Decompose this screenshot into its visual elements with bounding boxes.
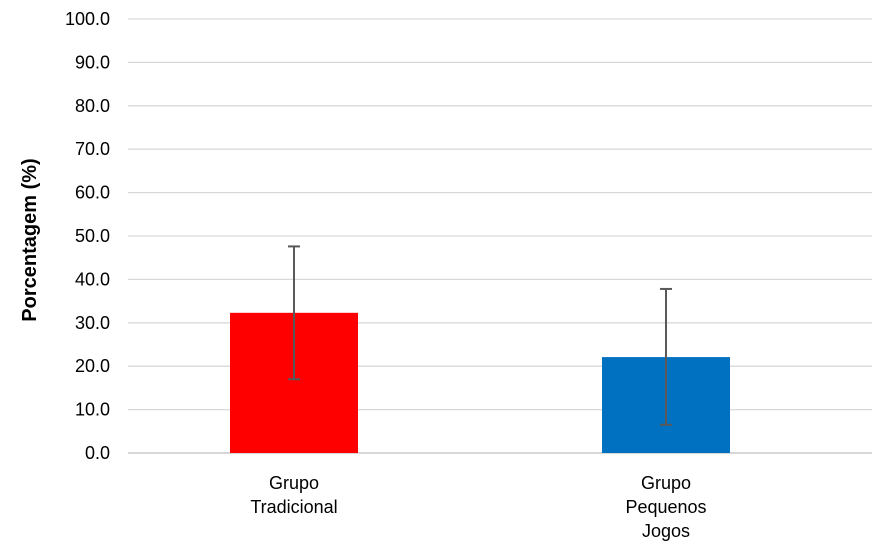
bars [230,312,730,453]
x-category-label: Jogos [642,521,690,541]
x-category-label: Grupo [269,473,319,493]
y-tick-label: 10.0 [75,400,110,420]
y-tick-label: 30.0 [75,313,110,333]
y-tick-label: 90.0 [75,52,110,72]
y-tick-label: 60.0 [75,183,110,203]
y-tick-label: 0.0 [85,443,110,463]
x-axis-category-labels: Grupo Tradicional Grupo Pequenos Jogos [250,473,706,541]
error-bars [288,245,672,426]
y-tick-label: 20.0 [75,356,110,376]
x-category-label: Pequenos [625,497,706,517]
y-tick-label: 50.0 [75,226,110,246]
y-tick-label: 100.0 [65,9,110,29]
x-category-label: Tradicional [250,497,337,517]
y-axis-title: Porcentagem (%) [19,158,41,321]
y-tick-label: 70.0 [75,139,110,159]
x-category-label: Grupo [641,473,691,493]
y-tick-label: 80.0 [75,96,110,116]
y-axis-tick-labels: 0.0 10.0 20.0 30.0 40.0 50.0 60.0 70.0 80.0 90.0 1… [65,9,110,463]
y-tick-label: 40.0 [75,269,110,289]
